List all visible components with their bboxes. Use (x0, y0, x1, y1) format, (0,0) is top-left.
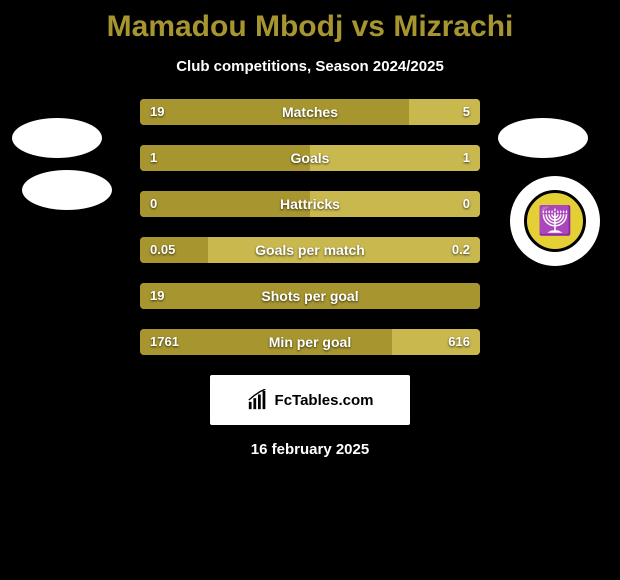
bar-row: Min per goal1761 616 (140, 329, 480, 355)
brand-logo-icon (247, 389, 269, 411)
club-badge-right: 🕎 (510, 176, 600, 266)
comparison-infographic: Mamadou Mbodj vs Mizrachi Club competiti… (0, 0, 620, 580)
player-left-shadow-2 (22, 170, 112, 210)
bar-value-left: 1 (150, 145, 157, 171)
bar-value-right: 0.2 (452, 237, 470, 263)
footer-date: 16 february 2025 (0, 441, 620, 458)
bar-row: Shots per goal19 (140, 283, 480, 309)
bar-value-right: 616 (448, 329, 470, 355)
bar-value-left: 1761 (150, 329, 179, 355)
club-badge-inner: 🕎 (524, 190, 586, 252)
bar-label: Matches (140, 99, 480, 125)
menorah-icon: 🕎 (538, 207, 573, 235)
bar-value-left: 19 (150, 99, 164, 125)
subtitle: Club competitions, Season 2024/2025 (0, 58, 620, 75)
brand-text: FcTables.com (275, 392, 374, 409)
bar-value-left: 0 (150, 191, 157, 217)
bar-label: Shots per goal (140, 283, 480, 309)
page-title: Mamadou Mbodj vs Mizrachi (0, 0, 620, 44)
bar-row: Goals per match0.05 0.2 (140, 237, 480, 263)
bar-row: Hattricks0 0 (140, 191, 480, 217)
bar-row: Goals1 1 (140, 145, 480, 171)
bar-value-left: 0.05 (150, 237, 175, 263)
comparison-bars: Matches195Goals11Hattricks00Goals per ma… (140, 99, 480, 355)
bar-row: Matches19 5 (140, 99, 480, 125)
bar-label: Hattricks (140, 191, 480, 217)
bar-value-right: 0 (463, 191, 470, 217)
bar-value-left: 19 (150, 283, 164, 309)
brand-box[interactable]: FcTables.com (210, 375, 410, 425)
player-right-shadow (498, 118, 588, 158)
bar-label: Min per goal (140, 329, 480, 355)
bar-label: Goals per match (140, 237, 480, 263)
player-left-shadow-1 (12, 118, 102, 158)
bar-value-right: 1 (463, 145, 470, 171)
bar-label: Goals (140, 145, 480, 171)
bar-value-right: 5 (463, 99, 470, 125)
